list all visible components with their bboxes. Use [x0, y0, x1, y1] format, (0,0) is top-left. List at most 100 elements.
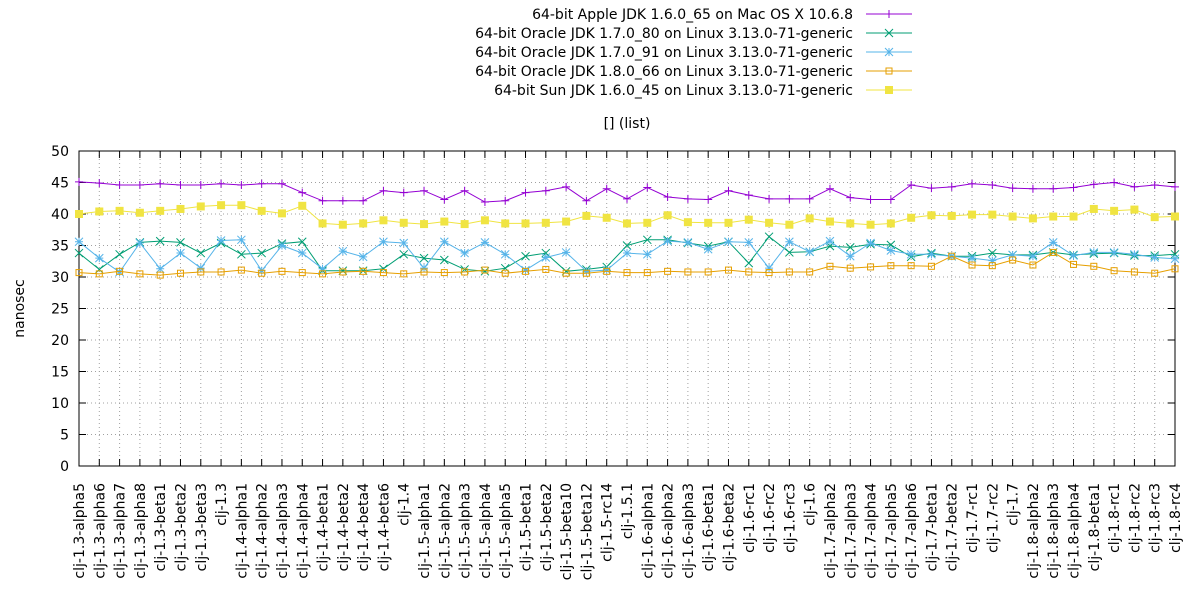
data-point [541, 253, 551, 262]
y-tick-label: 20 [51, 333, 69, 349]
data-point [400, 270, 408, 278]
data-point [1130, 205, 1139, 214]
data-point [562, 182, 571, 191]
x-tick-label: clj-1.8-alpha3 [1046, 483, 1062, 579]
x-tick-label: clj-1.7-alpha3 [843, 483, 859, 579]
data-point [987, 256, 997, 265]
data-point [116, 267, 124, 275]
data-point [1110, 206, 1119, 215]
data-point [987, 248, 997, 258]
data-point [480, 216, 489, 225]
y-tick-label: 10 [51, 396, 69, 412]
data-point [439, 255, 449, 265]
data-point [968, 261, 976, 269]
data-point [481, 266, 489, 274]
data-point [440, 269, 448, 277]
data-point [907, 181, 916, 190]
data-point [704, 218, 713, 227]
data-point [196, 263, 206, 273]
data-point [764, 232, 774, 242]
data-point [318, 219, 327, 228]
data-point [237, 181, 246, 190]
data-point [562, 269, 570, 277]
data-point [1109, 248, 1119, 257]
data-point [1008, 184, 1017, 193]
y-tick-label: 0 [60, 459, 69, 475]
data-point [724, 218, 733, 227]
data-point [217, 268, 225, 276]
data-point [988, 181, 997, 190]
data-point [399, 238, 409, 248]
data-point [521, 265, 530, 275]
data-point [866, 220, 875, 229]
data-point [664, 267, 672, 275]
data-point [541, 186, 550, 195]
x-tick-label: clj-1.7 [1006, 483, 1022, 526]
data-point [480, 198, 489, 207]
data-point [684, 268, 692, 276]
data-point [885, 10, 893, 18]
data-point [968, 210, 977, 219]
data-point [704, 195, 713, 204]
legend-label: 64-bit Sun JDK 1.6.0_45 on Linux 3.13.0-… [494, 83, 853, 99]
data-point [1090, 262, 1098, 270]
data-point [1170, 254, 1180, 264]
data-point [440, 217, 449, 226]
data-point [846, 219, 855, 228]
data-point [1008, 250, 1017, 260]
data-point [1170, 249, 1180, 259]
x-tick-label: clj-1.3-beta3 [194, 483, 210, 571]
series-line [78, 251, 1176, 276]
x-tick-label: clj-1.5-alpha4 [478, 483, 494, 579]
data-point [582, 211, 591, 220]
x-tick-label: clj-1.6-alpha1 [640, 483, 656, 579]
data-point [176, 204, 185, 213]
data-point [298, 188, 307, 197]
data-point [1171, 265, 1179, 273]
data-point [884, 28, 894, 38]
x-tick-label: clj-1.5.1 [620, 483, 636, 539]
x-tick-label: clj-1.4-alpha1 [234, 483, 250, 579]
data-point [277, 241, 287, 250]
data-point [298, 201, 307, 210]
data-point [1150, 181, 1159, 190]
data-point [196, 248, 206, 258]
data-point [703, 244, 713, 254]
series-1 [75, 177, 1179, 207]
data-point [298, 269, 306, 277]
data-point [1029, 261, 1037, 269]
data-point [643, 218, 652, 227]
data-point [257, 206, 266, 215]
x-tick-label: clj-1.8-rc4 [1168, 483, 1184, 553]
x-tick-label: clj-1.6-rc1 [742, 483, 758, 553]
data-point [318, 196, 327, 205]
data-point [785, 268, 793, 276]
data-point [885, 86, 893, 94]
data-point [785, 194, 794, 203]
y-tick-label: 35 [51, 239, 69, 255]
data-point [501, 219, 510, 228]
data-point [805, 194, 814, 203]
data-point [886, 246, 896, 255]
data-point [359, 219, 368, 228]
x-tick-label: clj-1.6 [803, 483, 819, 526]
chart-title: [] (list) [604, 116, 651, 132]
data-point [927, 211, 936, 220]
data-point [623, 269, 631, 277]
data-point [155, 264, 165, 274]
x-tick-label: clj-1.3-beta2 [173, 483, 189, 571]
data-point [947, 211, 956, 220]
x-tick-label: clj-1.8-rc2 [1127, 483, 1143, 553]
data-point [845, 251, 855, 261]
data-point [623, 194, 631, 203]
data-point [440, 195, 449, 204]
data-point [297, 248, 307, 258]
data-point [1049, 248, 1057, 256]
data-point [115, 206, 124, 215]
data-point [237, 249, 246, 259]
data-point [744, 191, 753, 200]
data-point [764, 263, 774, 273]
x-tick-label: clj-1.7-alpha6 [904, 483, 920, 579]
